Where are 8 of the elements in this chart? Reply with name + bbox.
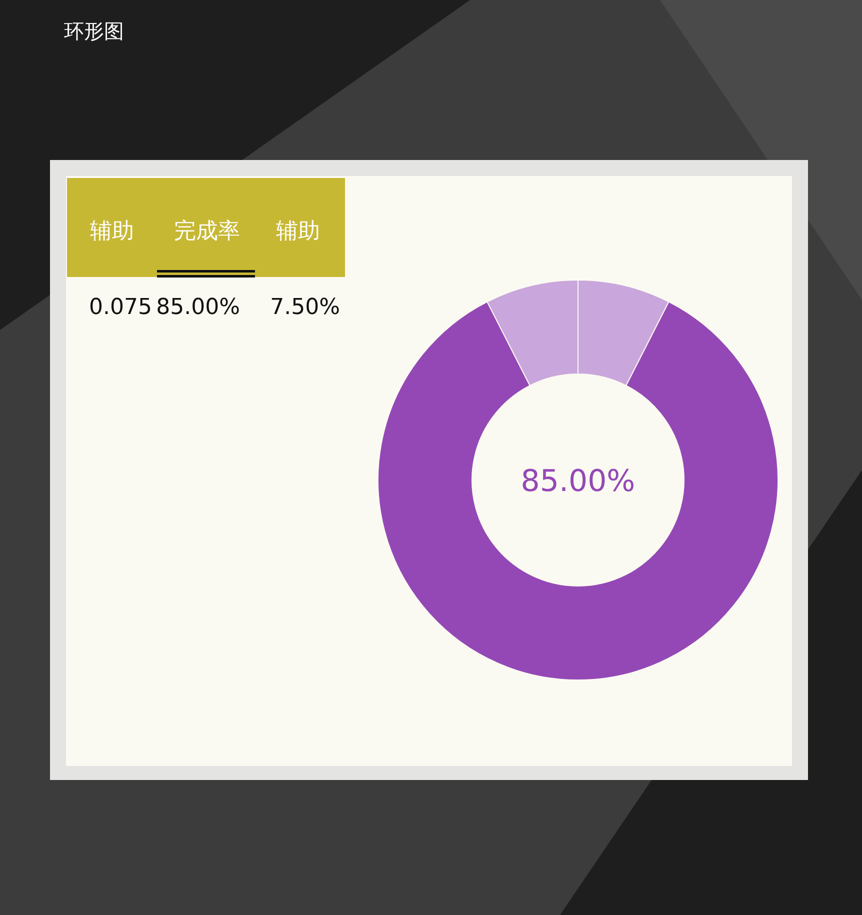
text: 7.50% bbox=[270, 295, 340, 320]
text: 辅助 bbox=[90, 219, 134, 244]
text: 辅助 bbox=[276, 219, 320, 244]
text: 85.00% bbox=[520, 464, 636, 499]
text: 环形图 bbox=[64, 19, 124, 43]
text: 0.075 bbox=[89, 295, 152, 320]
text: 完成率 bbox=[174, 219, 240, 244]
text: 85.00% bbox=[156, 295, 240, 320]
